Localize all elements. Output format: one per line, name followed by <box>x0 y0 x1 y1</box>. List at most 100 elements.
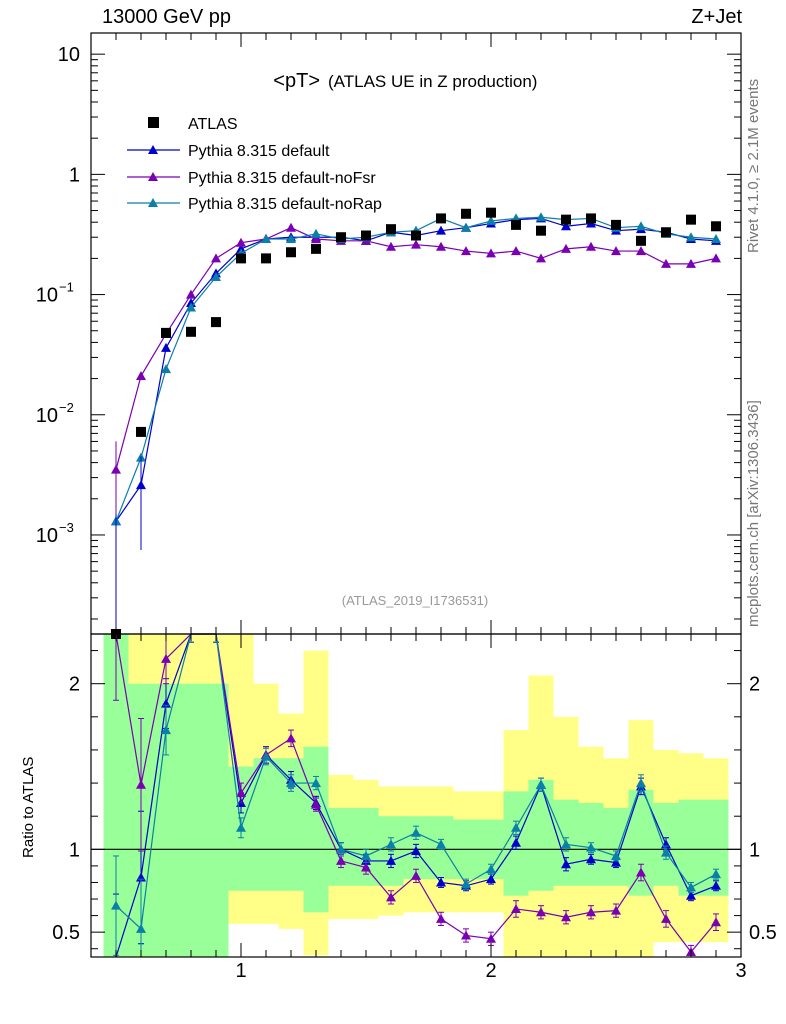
ratio-y-tick-label: 1 <box>69 839 80 861</box>
ratio-point-1 <box>486 933 496 943</box>
ratio-point-1 <box>336 855 346 865</box>
chart-subtitle: (ATLAS UE in Z production) <box>328 72 537 91</box>
ratio-point-1 <box>311 799 321 809</box>
ratio-point-2 <box>261 751 271 761</box>
band-green <box>303 746 329 913</box>
y-tick-exponent: −3 <box>59 520 74 535</box>
header-right: Z+Jet <box>691 6 742 28</box>
ratio-point-2 <box>311 778 321 788</box>
ratio-point-2 <box>661 847 671 857</box>
series-point-1 <box>386 241 396 251</box>
ratio-point-1 <box>161 653 171 663</box>
legend-marker-atlas <box>148 117 159 128</box>
series-point-1 <box>611 246 621 256</box>
ratio-point-0 <box>386 855 396 865</box>
ratio-point-2 <box>236 822 246 832</box>
series-point-2 <box>686 232 696 242</box>
data-point <box>411 230 421 241</box>
ratio-point-0 <box>561 859 571 869</box>
legend-marker-0 <box>148 145 158 154</box>
data-point <box>136 426 146 437</box>
ratio-point-1 <box>436 913 446 923</box>
x-tick-label: 3 <box>735 960 746 982</box>
data-point <box>361 230 371 241</box>
data-point <box>561 214 571 225</box>
series-point-1 <box>236 237 246 247</box>
ratio-point-0 <box>486 874 496 884</box>
ratio-point-2 <box>436 839 446 849</box>
series-point-0 <box>161 342 171 352</box>
legend-label: Pythia 8.315 default-noFsr <box>188 170 376 187</box>
ratio-point-2 <box>411 827 421 837</box>
data-point <box>236 253 246 264</box>
y-tick-label: 10 <box>36 525 58 547</box>
series-line-0 <box>115 217 717 522</box>
data-point <box>436 213 446 224</box>
y-tick-label: 10 <box>36 285 58 307</box>
data-point <box>611 219 621 230</box>
ratio-point-1 <box>711 917 721 927</box>
series-point-1 <box>311 233 321 243</box>
ratio-point-1 <box>386 892 396 902</box>
ratio-point-0 <box>511 837 521 847</box>
ratio-point-1 <box>636 867 646 877</box>
series-line-1 <box>115 227 717 470</box>
data-point <box>486 207 496 218</box>
ratio-point-0 <box>711 880 721 890</box>
series-point-2 <box>636 221 646 231</box>
ratio-point-0 <box>686 890 696 900</box>
series-point-1 <box>561 243 571 253</box>
series-point-1 <box>286 222 296 232</box>
series-point-1 <box>186 289 196 299</box>
data-point <box>461 208 471 219</box>
legend-marker-1 <box>148 172 158 181</box>
series-point-2 <box>286 233 296 243</box>
band-green <box>703 799 729 896</box>
series-point-0 <box>561 221 571 231</box>
series-point-1 <box>436 241 446 251</box>
band-green <box>203 683 229 957</box>
series-point-0 <box>436 225 446 235</box>
ratio-point-1 <box>461 930 471 940</box>
band-green <box>678 799 704 896</box>
ratio-point-0 <box>411 845 421 855</box>
data-point <box>161 327 171 338</box>
data-point <box>211 317 221 328</box>
series-point-2 <box>536 212 546 222</box>
series-point-2 <box>461 222 471 232</box>
x-tick-label: 2 <box>485 960 496 982</box>
series-point-1 <box>411 239 421 249</box>
chart-title: <pT> <box>273 70 320 92</box>
series-point-2 <box>311 228 321 238</box>
ratio-point-1 <box>511 903 521 913</box>
series-point-2 <box>161 364 171 374</box>
y-tick-label: 10 <box>36 405 58 427</box>
ratio-point-2 <box>486 864 496 874</box>
ratio-point-0 <box>436 877 446 887</box>
ratio-point-1 <box>586 907 596 917</box>
data-point <box>661 227 671 238</box>
legend-label: ATLAS <box>188 116 238 133</box>
ratio-point-0 <box>611 857 621 867</box>
y-tick-exponent: −1 <box>59 280 74 295</box>
data-point <box>511 219 521 230</box>
ratio-point-1 <box>561 912 571 922</box>
ratio-point-2 <box>686 882 696 892</box>
data-point <box>686 214 696 225</box>
x-tick-label: 1 <box>235 960 246 982</box>
ratio-point-2 <box>111 900 121 910</box>
legend-label: Pythia 8.315 default-noRap <box>188 196 382 213</box>
ratio-point-1 <box>361 862 371 872</box>
ratio-point-1 <box>236 788 246 798</box>
ratio-y-tick-label-right: 2 <box>749 674 760 696</box>
ratio-point-2 <box>161 725 171 735</box>
ratio-point-0 <box>586 854 596 864</box>
ratio-point-2 <box>711 869 721 879</box>
series-point-1 <box>536 253 546 263</box>
data-point <box>186 326 196 337</box>
ratio-y-tick-label: 2 <box>69 674 80 696</box>
series-point-1 <box>586 241 596 251</box>
legend-marker-2 <box>148 198 158 207</box>
series-point-1 <box>661 258 671 268</box>
ratio-y-tick-label: 0.5 <box>52 922 80 944</box>
